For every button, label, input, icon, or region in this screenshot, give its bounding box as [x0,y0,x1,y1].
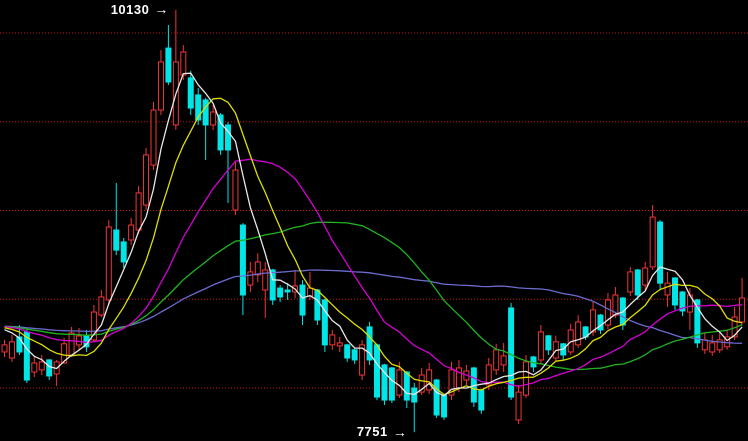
candle-body-down [239,224,246,296]
candle-body-up [98,296,105,316]
candle-body-down [403,371,410,401]
candle-body-up [485,364,492,386]
candle-body-up [515,391,522,421]
candle-body-down [187,77,194,109]
candle-body-down [545,335,552,351]
ma10-line [4,97,743,396]
candle-body-down [344,344,351,359]
candle-body-down [299,284,306,316]
candle-body-down [508,307,515,398]
candle-body-up [701,339,708,351]
candle-body-up [590,309,597,333]
candle-body-up [254,261,261,276]
candle-body-up [709,342,716,353]
candle-body-up [418,374,425,393]
candle-body-down [634,269,641,296]
candle-body-up [247,271,254,286]
candle-body-down [195,94,202,121]
candle-body-down [277,287,284,298]
candle-body-up [537,331,544,361]
candle-body-up [359,344,366,376]
candle-body-up [262,269,269,291]
candle-body-up [739,297,746,323]
candle-body-down [657,221,664,284]
candle-body-up [68,332,75,356]
candle-body-down [672,277,678,306]
candle-body-up [135,192,142,231]
candle-body-up [649,216,656,268]
candle-body-up [500,355,507,366]
candle-body-up [306,287,313,297]
candle-body-up [31,362,38,373]
candle-body-down [16,336,23,353]
candle-body-up [336,342,343,347]
candle-body-down [597,314,604,331]
candle-body-up [575,321,582,346]
arrow-right-icon: → [154,1,169,18]
candle-body-up [523,361,529,396]
candle-body-down [165,47,172,83]
price-low-value: 7751 [356,424,388,440]
candle-body-down [217,114,224,151]
candle-body-up [329,334,336,346]
candle-body-down [46,359,53,377]
candle-body-down [225,124,231,151]
price-low-label: 7751 → [357,424,407,439]
arrow-right-icon: → [392,423,408,440]
candle-body-down [284,289,291,293]
candle-body-down [694,299,701,344]
candle-body-down [441,394,448,418]
candle-body-down [120,241,127,263]
candle-body-down [23,331,30,381]
candle-body-down [388,367,395,401]
candle-body-up [396,369,403,396]
candle-body-up [448,369,455,396]
candle-body-down [321,299,328,346]
candle-body-up [38,361,45,371]
price-high-value: 10130 [110,1,150,17]
candle-body-up [426,369,433,391]
candle-body-up [627,271,634,293]
candle-body-up [143,154,150,206]
candle-body-down [366,326,373,361]
candle-body-down [433,379,440,416]
candle-body-up [642,267,649,286]
candle-body-down [202,99,209,126]
candle-body-down [113,229,120,251]
candle-body-up [157,61,164,111]
candle-body-up [1,344,8,353]
candle-body-down [374,344,380,398]
candle-body-up [105,226,112,301]
candle-body-up [604,299,611,326]
candle-body-down [478,389,485,411]
candle-body-up [150,109,157,166]
candle-body-up [61,343,68,364]
candle-body-up [493,349,500,371]
candle-body-down [351,349,358,361]
ma20-line [4,158,743,387]
candle-body-up [180,51,187,76]
price-high-label: 10130 → [111,2,169,17]
candle-body-down [679,291,686,312]
candle-body-up [76,335,82,346]
candle-body-up [716,339,723,351]
candle-body-up [664,282,671,296]
candle-body-up [128,224,135,241]
candle-body-up [210,111,217,126]
ma5-line [4,72,743,397]
candle-body-down [314,289,321,321]
candle-body-up [90,311,97,341]
candle-body-down [269,269,276,301]
candle-body-up [232,169,239,211]
candle-body-up [8,341,15,359]
candle-body-down [381,364,388,401]
